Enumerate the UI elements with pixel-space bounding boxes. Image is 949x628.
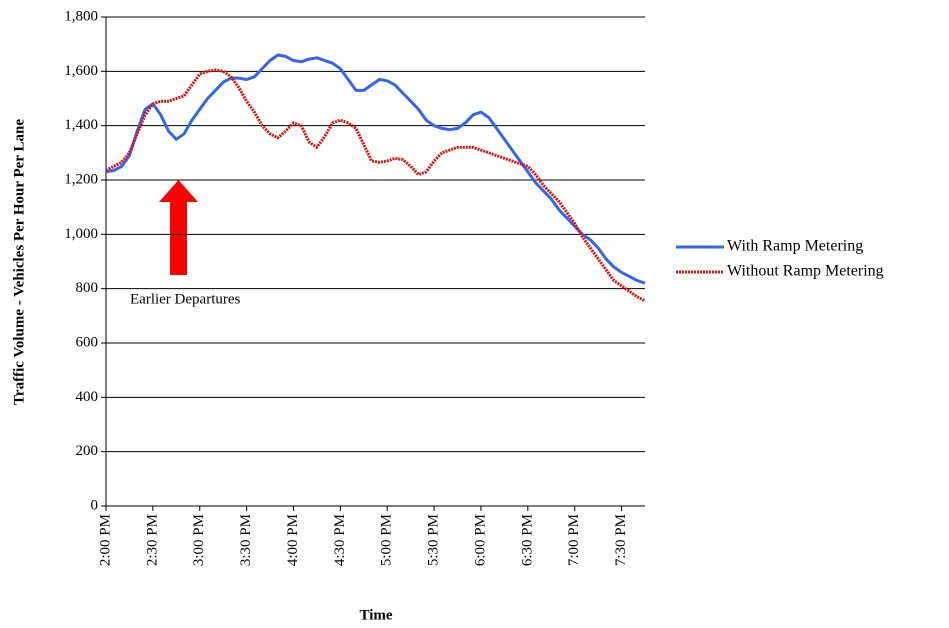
y-tick-label: 1,800: [64, 8, 98, 24]
x-tick-label: 6:30 PM: [519, 514, 535, 566]
y-tick-label: 400: [76, 389, 99, 405]
annotation: Earlier Departures: [130, 291, 241, 307]
annotation-background: [126, 288, 310, 312]
x-tick-label: 4:30 PM: [332, 514, 348, 566]
x-tick-label: 7:00 PM: [566, 514, 582, 566]
y-tick-label: 1,600: [64, 63, 98, 79]
x-tick-label: 7:30 PM: [613, 514, 629, 566]
x-tick-label: 3:00 PM: [191, 514, 207, 566]
x-axis-title: Time: [359, 607, 392, 623]
legend-label: Without Ramp Metering: [727, 263, 884, 280]
y-tick-label: 0: [91, 497, 99, 513]
line-series: [105, 53, 646, 285]
y-tick-label: 800: [76, 280, 99, 296]
line-series: [105, 68, 646, 303]
legend-label: With Ramp Metering: [727, 238, 863, 255]
x-tick-label: 2:30 PM: [144, 514, 160, 566]
y-tick-label: 1,200: [64, 171, 98, 187]
x-tick-label: 4:00 PM: [285, 514, 301, 566]
x-tick-label: 2:00 PM: [97, 514, 113, 566]
x-tick-label: 6:00 PM: [472, 514, 488, 566]
y-tick-label: 600: [76, 334, 99, 350]
y-tick-label: 1,400: [64, 117, 98, 133]
y-tick-label: 1,000: [64, 226, 98, 242]
x-tick-label: 5:30 PM: [426, 514, 442, 566]
y-tick-label: 200: [76, 443, 99, 459]
x-tick-label: 5:00 PM: [379, 514, 395, 566]
y-axis-title: Traffic Volume - Vehicles Per Hour Per L…: [11, 119, 27, 405]
x-tick-label: 3:30 PM: [238, 514, 254, 566]
arrow: [159, 180, 198, 275]
